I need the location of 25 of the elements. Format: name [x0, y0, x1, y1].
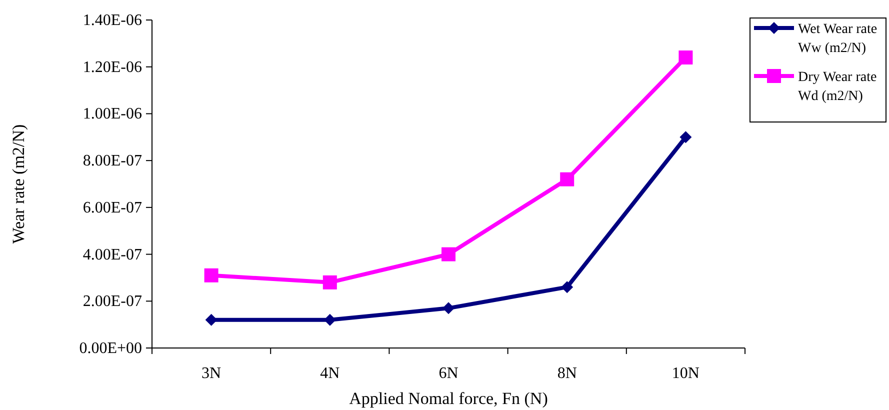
point [442, 247, 456, 262]
point [680, 131, 692, 144]
y-tick-label: 1.20E-06 [82, 58, 142, 76]
x-tick-label: 4N [320, 365, 340, 382]
y-tick-label: 8.00E-07 [82, 152, 142, 170]
point [204, 268, 218, 282]
y-tick-label: 1.00E-06 [82, 106, 142, 123]
point [561, 281, 574, 294]
x-tick-label: 6N [438, 365, 459, 382]
point [322, 275, 337, 290]
y-axis-title: Wear rate (m2/N) [9, 124, 28, 244]
y-tick-label: 4.00E-07 [82, 246, 142, 264]
y-tick-label: 6.00E-07 [82, 199, 142, 216]
x-axis-title: Applied Nomal force, Fn (N) [349, 389, 548, 408]
point [560, 172, 574, 186]
point [678, 50, 693, 64]
y-tick-label: 2.00E-07 [82, 293, 142, 310]
legend-label: Wet Wear rate Ww (m2/N) [798, 22, 878, 56]
x-tick-label: 3N [202, 365, 222, 382]
y-tick-label: 1.40E-06 [82, 12, 142, 29]
point [442, 302, 454, 314]
x-tick-label: 10N [672, 365, 700, 382]
x-tick-label: 8N [557, 365, 578, 382]
legend-label: Dry Wear rate Wd (m2/N) [798, 70, 877, 104]
y-tick-label: 0.00E+00 [79, 340, 142, 357]
